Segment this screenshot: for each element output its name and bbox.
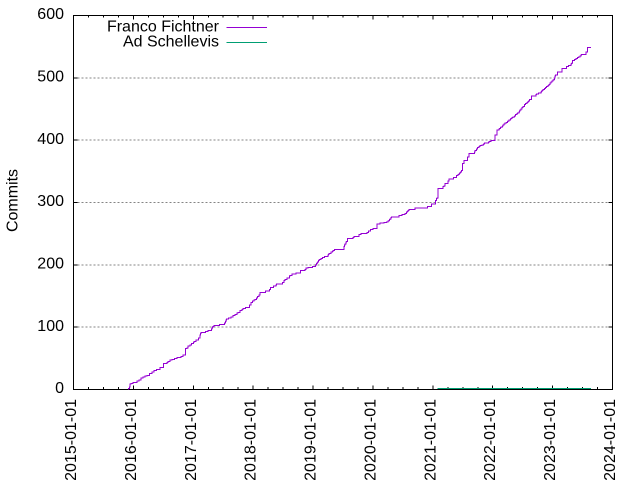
svg-text:2016-01-01: 2016-01-01: [123, 399, 140, 480]
svg-text:0: 0: [55, 380, 64, 397]
svg-text:2024-01-01: 2024-01-01: [602, 399, 619, 480]
svg-text:Franco Fichtner: Franco Fichtner: [107, 19, 220, 36]
svg-text:400: 400: [37, 131, 64, 148]
svg-text:Ad Schellevis: Ad Schellevis: [123, 33, 219, 50]
svg-text:Commits: Commits: [5, 169, 22, 232]
svg-text:100: 100: [37, 318, 64, 335]
svg-text:500: 500: [37, 68, 64, 85]
svg-text:300: 300: [37, 193, 64, 210]
svg-text:2017-01-01: 2017-01-01: [183, 399, 200, 480]
svg-text:2020-01-01: 2020-01-01: [362, 399, 379, 480]
svg-text:2021-01-01: 2021-01-01: [422, 399, 439, 480]
svg-text:2019-01-01: 2019-01-01: [303, 399, 320, 480]
svg-text:2015-01-01: 2015-01-01: [63, 399, 80, 480]
svg-text:600: 600: [37, 6, 64, 23]
svg-text:2022-01-01: 2022-01-01: [482, 399, 499, 480]
svg-text:2023-01-01: 2023-01-01: [542, 399, 559, 480]
svg-text:2018-01-01: 2018-01-01: [243, 399, 260, 480]
svg-text:200: 200: [37, 255, 64, 272]
